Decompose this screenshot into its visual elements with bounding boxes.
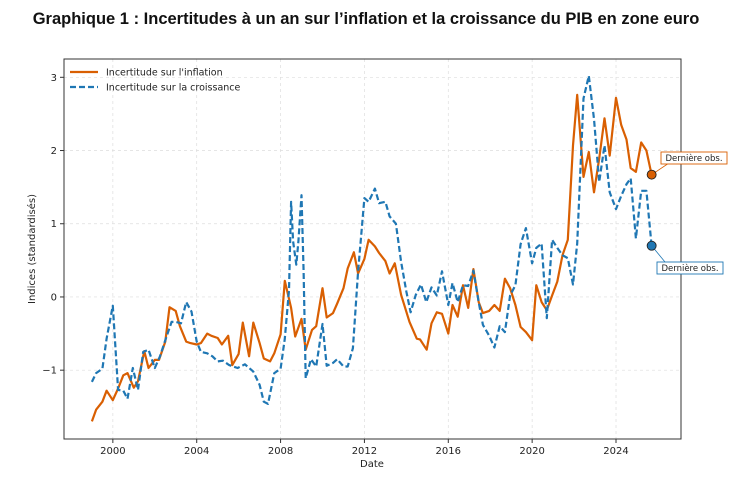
x-tick-label: 2004 — [184, 446, 209, 457]
croissance-line — [90, 74, 653, 405]
annotation-box — [656, 261, 724, 275]
y-tick-label: 3 — [51, 73, 57, 84]
x-tick-label: 2024 — [603, 446, 628, 457]
y-tick-label: 0 — [51, 292, 57, 303]
x-axis-ticks: 2000 2004 2008 2012 2016 2020 2024 — [100, 439, 629, 457]
series-lines — [90, 74, 653, 422]
y-tick-label: −1 — [42, 366, 57, 377]
inflation-line — [90, 93, 653, 422]
annotation-box — [660, 151, 728, 165]
x-tick-label: 2008 — [268, 446, 293, 457]
x-tick-label: 2016 — [436, 446, 461, 457]
x-tick-label: 2020 — [519, 446, 544, 457]
annotation-label: Dernière obs. — [661, 263, 718, 274]
y-tick-label: 1 — [51, 219, 57, 230]
last-obs-marker-inflation — [646, 169, 657, 180]
grid — [64, 59, 681, 439]
legend: Incertitude sur l'inflation Incertitude … — [70, 68, 241, 94]
y-tick-label: 2 — [51, 146, 57, 157]
last-obs-marker-croissance — [646, 240, 657, 251]
x-axis-label: Date — [360, 459, 384, 470]
annotation-label: Dernière obs. — [665, 153, 722, 164]
plot-frame — [63, 58, 682, 440]
x-tick-label: 2012 — [352, 446, 377, 457]
annotations: Dernière obs. Dernière obs. — [646, 151, 728, 275]
chart-title: Graphique 1 : Incertitudes à un an sur l… — [32, 10, 700, 28]
y-axis-ticks: −1 0 1 2 3 — [42, 73, 64, 377]
y-axis-label: Indices (standardisés) — [26, 194, 38, 304]
legend-label-inflation: Incertitude sur l'inflation — [106, 68, 223, 79]
legend-label-croissance: Incertitude sur la croissance — [106, 83, 241, 94]
x-tick-label: 2000 — [100, 446, 125, 457]
